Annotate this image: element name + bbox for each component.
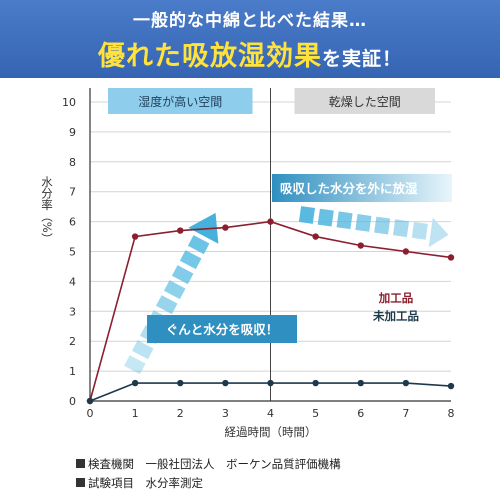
absorb-annotation-box bbox=[147, 315, 297, 343]
y-tick-label-4: 4 bbox=[69, 275, 76, 288]
x-tick-label-6: 6 bbox=[357, 407, 364, 420]
series-layer bbox=[86, 218, 455, 405]
y-tick-label-3: 3 bbox=[69, 305, 76, 318]
footer-line-test-item: 試験項目 水分率測定 bbox=[76, 475, 203, 491]
header-subtitle: 一般的な中綿と比べた結果… bbox=[133, 11, 367, 31]
x-tick-label-5: 5 bbox=[312, 407, 319, 420]
header-banner: 一般的な中綿と比べた結果… 優れた吸放湿効果を実証！ bbox=[0, 0, 500, 78]
absorb-arrow-segment bbox=[179, 250, 202, 270]
region-header-1 bbox=[108, 88, 253, 114]
release-arrow-segment bbox=[392, 219, 410, 238]
header-title: 優れた吸放湿効果を実証！ bbox=[0, 34, 500, 73]
absorb-arrow-segment bbox=[124, 355, 146, 375]
series-1-point-5 bbox=[312, 233, 319, 240]
x-tick-label-2: 2 bbox=[177, 407, 184, 420]
series-2-point-4 bbox=[267, 379, 274, 387]
y-tick-label-5: 5 bbox=[69, 246, 76, 259]
series-1-point-3 bbox=[222, 224, 229, 231]
series-label-unprocessed: 未加工品 bbox=[372, 309, 419, 323]
y-axis-label: 水分率（%） bbox=[40, 176, 54, 244]
release-arrow-segment bbox=[298, 206, 315, 224]
series-1-point-6 bbox=[357, 242, 364, 249]
series-2-point-7 bbox=[402, 379, 410, 387]
series-1-point-8 bbox=[447, 254, 455, 261]
square-bullet-icon bbox=[76, 459, 85, 468]
header-title-highlight: 優れた吸放湿効果 bbox=[97, 41, 322, 72]
x-tick-label-1: 1 bbox=[132, 407, 139, 420]
series-1-point-4 bbox=[267, 218, 274, 225]
y-tick-label-1: 1 bbox=[69, 365, 76, 378]
x-tick-label-0: 0 bbox=[87, 407, 94, 420]
y-tick-label-8: 8 bbox=[69, 156, 76, 169]
series-2-point-6 bbox=[357, 379, 364, 387]
x-tick-label-4: 4 bbox=[267, 407, 274, 420]
y-tick-label-6: 6 bbox=[69, 216, 76, 229]
release-arrow-segment bbox=[355, 214, 372, 232]
series-2-point-1 bbox=[131, 379, 139, 387]
x-tick-label-8: 8 bbox=[448, 407, 455, 420]
absorb-arrow-segment bbox=[163, 280, 186, 300]
footer: 検査機関 一般社団法人 ボーケン品質評価機構 試験項目 水分率測定 bbox=[0, 448, 500, 500]
series-2-point-3 bbox=[222, 379, 229, 387]
release-arrow-segment bbox=[317, 208, 334, 227]
release-annotation-box bbox=[272, 174, 452, 202]
axis-layer: 0 1 2 3 4 5 6 7 8 9 10 0 1 2 3 4 5 6 7 8 経過時間（時間） 水分率（%） bbox=[40, 88, 455, 439]
series-2-point-5 bbox=[312, 379, 319, 387]
square-bullet-icon bbox=[76, 478, 85, 487]
header-title-rest: を実証！ bbox=[321, 48, 402, 70]
region-label-2: 乾燥した空間 bbox=[329, 95, 401, 109]
moisture-chart: 湿度が高い空間 乾燥した空間 0 1 2 3 4 5 6 7 8 9 10 0 1 2 3 4 5 6 7 8 経過時間（… bbox=[40, 88, 455, 439]
absorb-arrow-segment bbox=[171, 265, 194, 285]
release-arrow-segment bbox=[374, 216, 391, 235]
region-label-1: 湿度が高い空間 bbox=[138, 94, 222, 109]
x-axis-label: 経過時間（時間） bbox=[225, 425, 317, 439]
release-annotation-text: 吸収した水分を外に放湿 bbox=[280, 181, 418, 196]
footer-line-institution: 検査機関 一般社団法人 ボーケン品質評価機構 bbox=[76, 456, 341, 472]
series-1-point-7 bbox=[402, 248, 410, 255]
series-1-point-2 bbox=[177, 227, 184, 234]
release-arrow-segment bbox=[336, 211, 353, 230]
region-layer: 湿度が高い空間 乾燥した空間 bbox=[108, 88, 435, 114]
x-tick-label-7: 7 bbox=[402, 407, 409, 420]
x-tick-label-3: 3 bbox=[222, 407, 229, 420]
release-arrow-head bbox=[428, 217, 449, 248]
y-tick-label-2: 2 bbox=[69, 335, 76, 348]
chart-area: 湿度が高い空間 乾燥した空間 0 1 2 3 4 5 6 7 8 9 10 0 1 2 3 4 5 6 7 8 経過時間（… bbox=[0, 78, 500, 448]
absorb-arrow-segment bbox=[155, 295, 178, 315]
y-tick-label-0: 0 bbox=[69, 395, 76, 408]
y-tick-label-7: 7 bbox=[69, 186, 76, 199]
y-tick-label-10: 10 bbox=[62, 96, 76, 109]
footer-institution-text: 検査機関 一般社団法人 ボーケン品質評価機構 bbox=[88, 457, 341, 471]
series-label-processed: 加工品 bbox=[378, 291, 414, 305]
series-2-point-0 bbox=[86, 397, 94, 405]
y-tick-label-9: 9 bbox=[69, 126, 76, 139]
release-arrow-segment bbox=[411, 221, 428, 240]
footer-test-item-text: 試験項目 水分率測定 bbox=[88, 476, 203, 490]
absorb-arrow-segment bbox=[187, 235, 210, 255]
absorb-annotation-text: ぐんと水分を吸収！ bbox=[166, 322, 279, 337]
region-header-2 bbox=[294, 88, 435, 114]
absorb-arrow-segment bbox=[132, 340, 154, 360]
series-1-point-1 bbox=[131, 233, 139, 240]
series-2-point-8 bbox=[447, 382, 455, 390]
release-arrow-icon bbox=[298, 206, 449, 248]
series-2-point-2 bbox=[177, 379, 184, 387]
